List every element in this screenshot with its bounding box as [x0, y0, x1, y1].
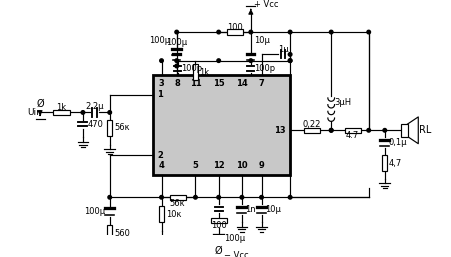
Bar: [382, 155, 387, 171]
Circle shape: [160, 196, 163, 199]
Text: 0,22: 0,22: [302, 121, 321, 130]
Text: 100μ: 100μ: [166, 38, 187, 47]
Circle shape: [193, 196, 197, 199]
Text: 2: 2: [157, 151, 163, 160]
Text: 10κ: 10κ: [166, 210, 181, 219]
Circle shape: [217, 30, 221, 34]
Text: 14: 14: [236, 79, 248, 88]
Text: 3: 3: [159, 79, 165, 88]
Text: + Vcc: + Vcc: [254, 0, 279, 9]
Text: 3μH: 3μH: [335, 98, 352, 107]
Circle shape: [367, 30, 371, 34]
Text: 56κ: 56κ: [114, 123, 130, 132]
Circle shape: [329, 128, 333, 132]
Text: 100μ: 100μ: [84, 207, 105, 216]
Bar: [107, 225, 112, 241]
Text: 4: 4: [159, 161, 165, 170]
Text: 560: 560: [114, 228, 130, 237]
Circle shape: [288, 196, 292, 199]
Text: 1μ: 1μ: [278, 45, 288, 54]
Circle shape: [108, 196, 111, 199]
Text: 10μ: 10μ: [254, 36, 270, 45]
Text: 100p: 100p: [254, 64, 276, 73]
Text: 7: 7: [259, 79, 264, 88]
Text: 10μ: 10μ: [265, 205, 281, 214]
Circle shape: [288, 53, 292, 56]
Text: 1k: 1k: [56, 103, 67, 112]
Text: 470: 470: [87, 120, 103, 128]
Text: 1: 1: [157, 90, 163, 99]
Bar: [107, 120, 112, 136]
Text: 10: 10: [236, 161, 248, 170]
Text: 100: 100: [211, 221, 226, 230]
Text: Ø: Ø: [215, 246, 222, 256]
Bar: [401, 124, 408, 136]
Text: Ø: Ø: [36, 98, 44, 108]
Circle shape: [217, 196, 221, 199]
Bar: [152, 75, 290, 175]
Text: 12: 12: [213, 161, 225, 170]
Text: 2,2μ: 2,2μ: [85, 102, 104, 111]
Bar: [170, 195, 186, 200]
Text: Uin: Uin: [28, 108, 42, 117]
Text: 5: 5: [193, 161, 198, 170]
Bar: [304, 128, 320, 133]
Text: 13: 13: [274, 126, 285, 135]
Circle shape: [249, 30, 253, 34]
Circle shape: [329, 30, 333, 34]
Bar: [54, 110, 69, 115]
Text: 4,7: 4,7: [388, 159, 401, 168]
Text: 8: 8: [175, 79, 180, 88]
Text: 9: 9: [259, 161, 264, 170]
Circle shape: [81, 111, 85, 114]
Circle shape: [288, 59, 292, 62]
Bar: [159, 206, 164, 222]
Text: − Vcc: − Vcc: [224, 251, 249, 257]
Circle shape: [249, 59, 253, 62]
Circle shape: [240, 196, 244, 199]
Circle shape: [260, 196, 263, 199]
Text: 100μ: 100μ: [224, 234, 245, 243]
Circle shape: [383, 128, 387, 132]
Text: 15: 15: [213, 79, 225, 88]
Circle shape: [175, 30, 179, 34]
Circle shape: [175, 64, 179, 68]
Bar: [211, 218, 227, 223]
Circle shape: [108, 111, 111, 114]
Text: RL: RL: [419, 125, 431, 135]
Bar: [345, 128, 361, 133]
Bar: [193, 64, 198, 80]
Text: 100: 100: [227, 23, 243, 32]
Text: 100p: 100p: [181, 64, 202, 73]
Circle shape: [175, 59, 179, 62]
Text: 56κ: 56κ: [170, 199, 185, 208]
Text: 100μ: 100μ: [149, 36, 170, 45]
Circle shape: [329, 128, 333, 132]
Circle shape: [367, 128, 371, 132]
Circle shape: [160, 59, 163, 62]
Text: 11: 11: [189, 79, 201, 88]
Circle shape: [288, 59, 292, 62]
Circle shape: [288, 30, 292, 34]
Text: 1k: 1k: [199, 68, 209, 77]
Text: 1n: 1n: [245, 205, 256, 214]
Text: 4.7: 4.7: [346, 131, 359, 140]
Circle shape: [217, 59, 221, 62]
Text: 0,1μ: 0,1μ: [388, 138, 407, 147]
Bar: [227, 29, 243, 35]
